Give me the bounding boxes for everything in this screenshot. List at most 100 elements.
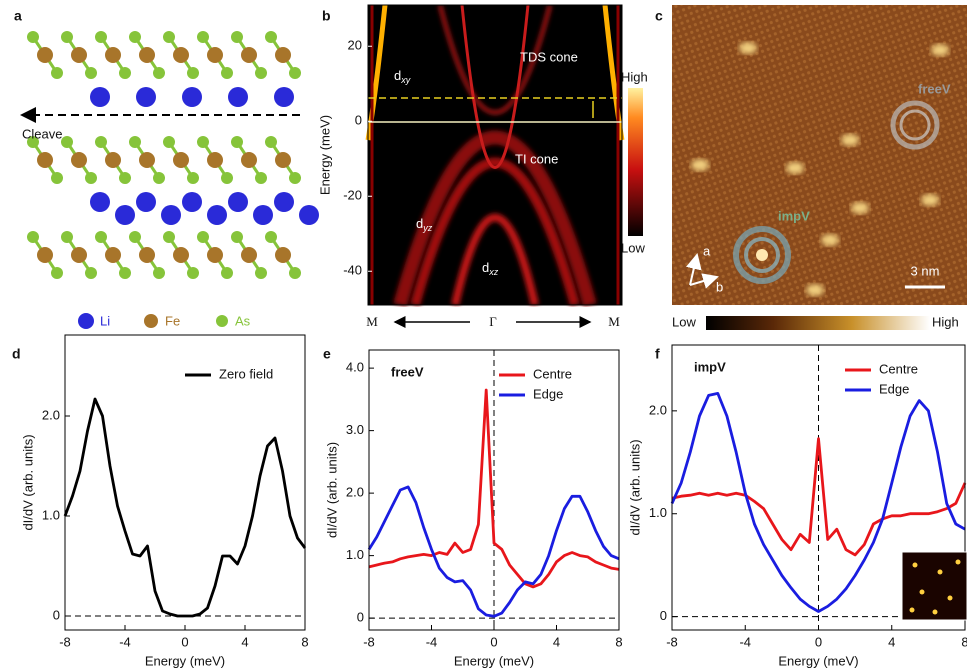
as-atom — [289, 172, 301, 184]
li-atom — [299, 205, 319, 225]
x-tick-label: 4 — [241, 634, 248, 649]
as-atom — [197, 31, 209, 43]
as-atom — [197, 136, 209, 148]
as-atom — [27, 31, 39, 43]
fe-atom — [241, 152, 257, 168]
fe-atom — [275, 47, 291, 63]
series-line — [367, 485, 620, 618]
fe-atom — [275, 152, 291, 168]
x-tick-label: -8 — [363, 634, 375, 649]
as-atom — [265, 31, 277, 43]
series-line — [63, 397, 307, 618]
x-tick-label: M — [366, 314, 378, 329]
as-atom — [85, 172, 97, 184]
colorbar-label: Low — [672, 314, 696, 329]
axis-label: b — [716, 279, 723, 294]
fe-atom — [207, 247, 223, 263]
legend-label: Edge — [533, 386, 563, 401]
impurity — [821, 234, 839, 246]
as-atom — [187, 267, 199, 279]
y-tick-label: -40 — [343, 263, 362, 278]
impurity — [806, 284, 824, 296]
panel-label: d — [12, 346, 21, 362]
annotation: impV — [778, 208, 810, 223]
as-atom — [153, 172, 165, 184]
as-atom — [265, 231, 277, 243]
frame — [368, 349, 620, 631]
y-tick-label: 3.0 — [346, 422, 364, 437]
as-atom — [119, 67, 131, 79]
y-axis-label: dI/dV (arb. units) — [627, 439, 642, 535]
x-tick-label: 8 — [615, 634, 622, 649]
li-atom — [115, 205, 135, 225]
as-atom — [85, 67, 97, 79]
inset-map — [901, 551, 967, 621]
as-atom — [231, 31, 243, 43]
as-atom — [289, 67, 301, 79]
fe-atom — [139, 247, 155, 263]
legend-label: Centre — [533, 366, 572, 381]
x-tick-label: 4 — [888, 634, 895, 649]
crystal-panel: a Cleave Li Fe As — [14, 8, 319, 329]
fe-atom — [37, 47, 53, 63]
as-atom — [95, 231, 107, 243]
li-atom — [136, 192, 156, 212]
fe-atom — [37, 152, 53, 168]
y-tick-label: 0 — [355, 113, 362, 128]
as-atom — [95, 136, 107, 148]
series-line — [368, 388, 620, 589]
legend-label: Li — [100, 313, 110, 328]
legend-label: Fe — [165, 313, 180, 328]
panel-label: a — [14, 8, 22, 24]
legend-label: Zero field — [219, 366, 273, 381]
legend-label: Edge — [879, 381, 909, 396]
annotation: dyz — [416, 216, 433, 233]
as-atom — [289, 267, 301, 279]
as-atom — [255, 267, 267, 279]
colorbar-label: High — [932, 314, 959, 329]
annotation: TDS cone — [520, 49, 578, 64]
legend-fe — [144, 314, 158, 328]
fe-atom — [105, 152, 121, 168]
li-atom — [136, 87, 156, 107]
series-line — [671, 437, 967, 557]
as-atom — [119, 172, 131, 184]
annotation: freeV — [391, 364, 424, 379]
band-panel: b TDS cone TI cone dxy dyz dxz High Low … — [317, 4, 648, 329]
scale-bar-label: 3 nm — [911, 263, 940, 278]
vortex-imp — [733, 226, 791, 284]
cleave-label: Cleave — [22, 126, 62, 141]
fe-atom — [173, 152, 189, 168]
x-tick-label: -8 — [59, 634, 71, 649]
as-atom — [51, 67, 63, 79]
y-tick-label: 2.0 — [42, 407, 60, 422]
as-atom — [197, 231, 209, 243]
as-atom — [231, 136, 243, 148]
as-atom — [163, 136, 175, 148]
annotation: dxz — [482, 260, 499, 277]
colorbar-label: Low — [621, 240, 645, 255]
li-atom — [228, 87, 248, 107]
as-atom — [153, 267, 165, 279]
y-tick-label: 0 — [53, 607, 60, 622]
panel-label: c — [655, 8, 663, 24]
impurity — [931, 44, 949, 56]
as-atom — [51, 267, 63, 279]
as-atom — [187, 67, 199, 79]
as-atom — [61, 136, 73, 148]
fe-atom — [139, 152, 155, 168]
as-atom — [129, 136, 141, 148]
frame — [671, 344, 966, 631]
as-atom — [61, 31, 73, 43]
panel-label: e — [323, 346, 331, 362]
axis-label: a — [703, 243, 711, 258]
colorbar — [628, 88, 643, 236]
li-atom — [182, 192, 202, 212]
fe-atom — [139, 47, 155, 63]
lattice-arrow — [686, 253, 702, 286]
fe-atom — [173, 47, 189, 63]
y-tick-label: 0 — [660, 608, 667, 623]
annotation: impV — [694, 359, 726, 374]
legend-label: As — [235, 313, 251, 328]
panel-label: f — [655, 346, 660, 362]
